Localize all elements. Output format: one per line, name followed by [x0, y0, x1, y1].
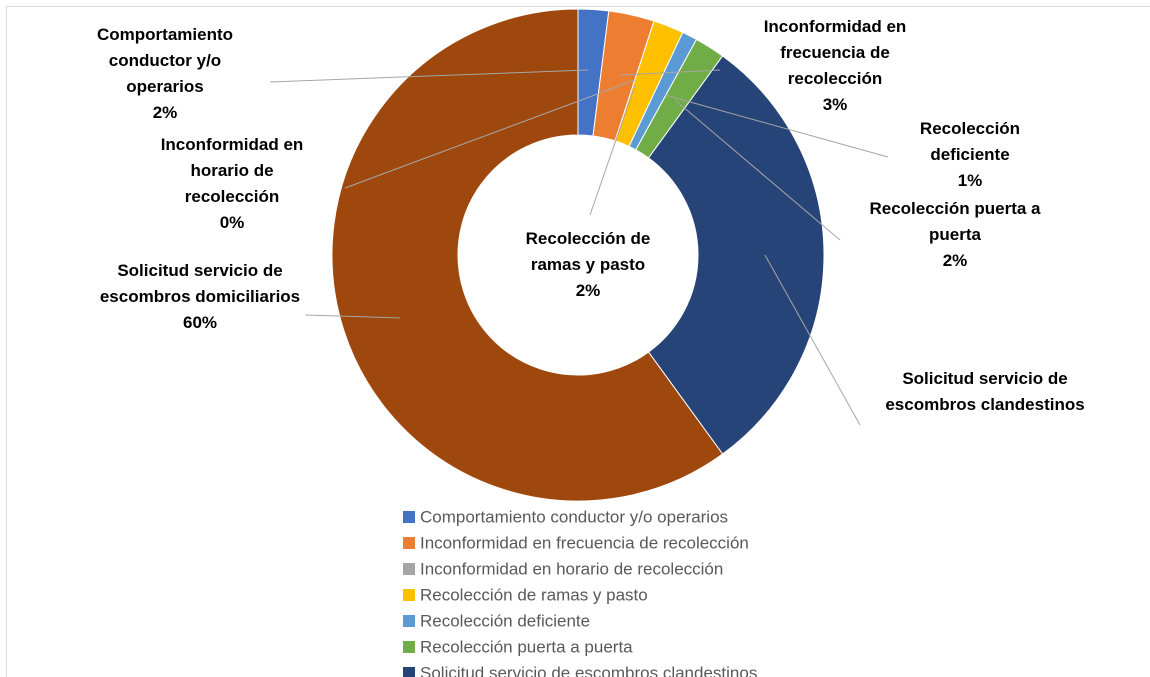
- leader-line: [764, 254, 861, 426]
- legend-swatch: [403, 667, 415, 677]
- label-category: Inconformidad en horario de recolección: [160, 135, 304, 206]
- leader-line: [619, 69, 721, 76]
- legend-label: Recolección deficiente: [420, 611, 590, 630]
- legend-swatch: [403, 511, 415, 523]
- data-label: Inconformidad en frecuencia de recolecci…: [735, 14, 935, 118]
- legend-swatch: [403, 641, 415, 653]
- label-value: 1%: [957, 171, 983, 190]
- legend-label: Solicitud servicio de escombros clandest…: [420, 663, 757, 677]
- legend-swatch: [403, 563, 415, 575]
- legend-label: Recolección puerta a puerta: [420, 637, 633, 656]
- leader-line: [664, 94, 889, 158]
- data-label: Solicitud servicio de escombros clandest…: [880, 366, 1090, 418]
- label-value: 3%: [822, 95, 848, 114]
- label-category: Recolección deficiente: [919, 119, 1021, 164]
- leader-line: [344, 79, 636, 189]
- legend-label: Inconformidad en horario de recolección: [420, 559, 723, 578]
- slice: [331, 8, 724, 502]
- label-category: Solicitud servicio de escombros clandest…: [885, 369, 1085, 414]
- data-label: Recolección puerta a puerta 2%: [855, 196, 1055, 274]
- label-category: Solicitud servicio de escombros domicili…: [99, 261, 301, 306]
- label-value: 2%: [575, 281, 601, 300]
- label-value: 0%: [219, 213, 245, 232]
- data-label: Solicitud servicio de escombros domicili…: [90, 258, 310, 336]
- leader-line: [674, 99, 841, 241]
- label-value: 60%: [182, 313, 218, 332]
- label-value: 2%: [152, 103, 178, 122]
- legend-swatch: [403, 537, 415, 549]
- label-category: Recolección puerta a puerta: [869, 199, 1041, 244]
- chart-border: [6, 6, 1150, 677]
- label-category: Comportamiento conductor y/o operarios: [97, 25, 233, 96]
- leader-line: [269, 69, 589, 83]
- label-value: 2%: [942, 251, 968, 270]
- label-category: Inconformidad en frecuencia de recolecci…: [763, 17, 907, 88]
- data-label: Inconformidad en horario de recolección 0…: [142, 132, 322, 236]
- label-category: Recolección de ramas y pasto: [525, 229, 651, 274]
- data-label: Comportamiento conductor y/o operarios 2%: [70, 22, 260, 126]
- legend-label: Recolección de ramas y pasto: [420, 585, 648, 604]
- slice: [647, 55, 825, 455]
- legend-swatch: [403, 615, 415, 627]
- legend-swatch: [403, 589, 415, 601]
- data-label: Recolección deficiente 1%: [895, 116, 1045, 194]
- leader-line: [589, 84, 636, 216]
- legend-label: Comportamiento conductor y/o operarios: [420, 507, 728, 526]
- legend-label: Inconformidad en frecuencia de recolecci…: [420, 533, 749, 552]
- leader-line: [304, 314, 401, 319]
- data-label: Recolección de ramas y pasto 2%: [503, 226, 673, 304]
